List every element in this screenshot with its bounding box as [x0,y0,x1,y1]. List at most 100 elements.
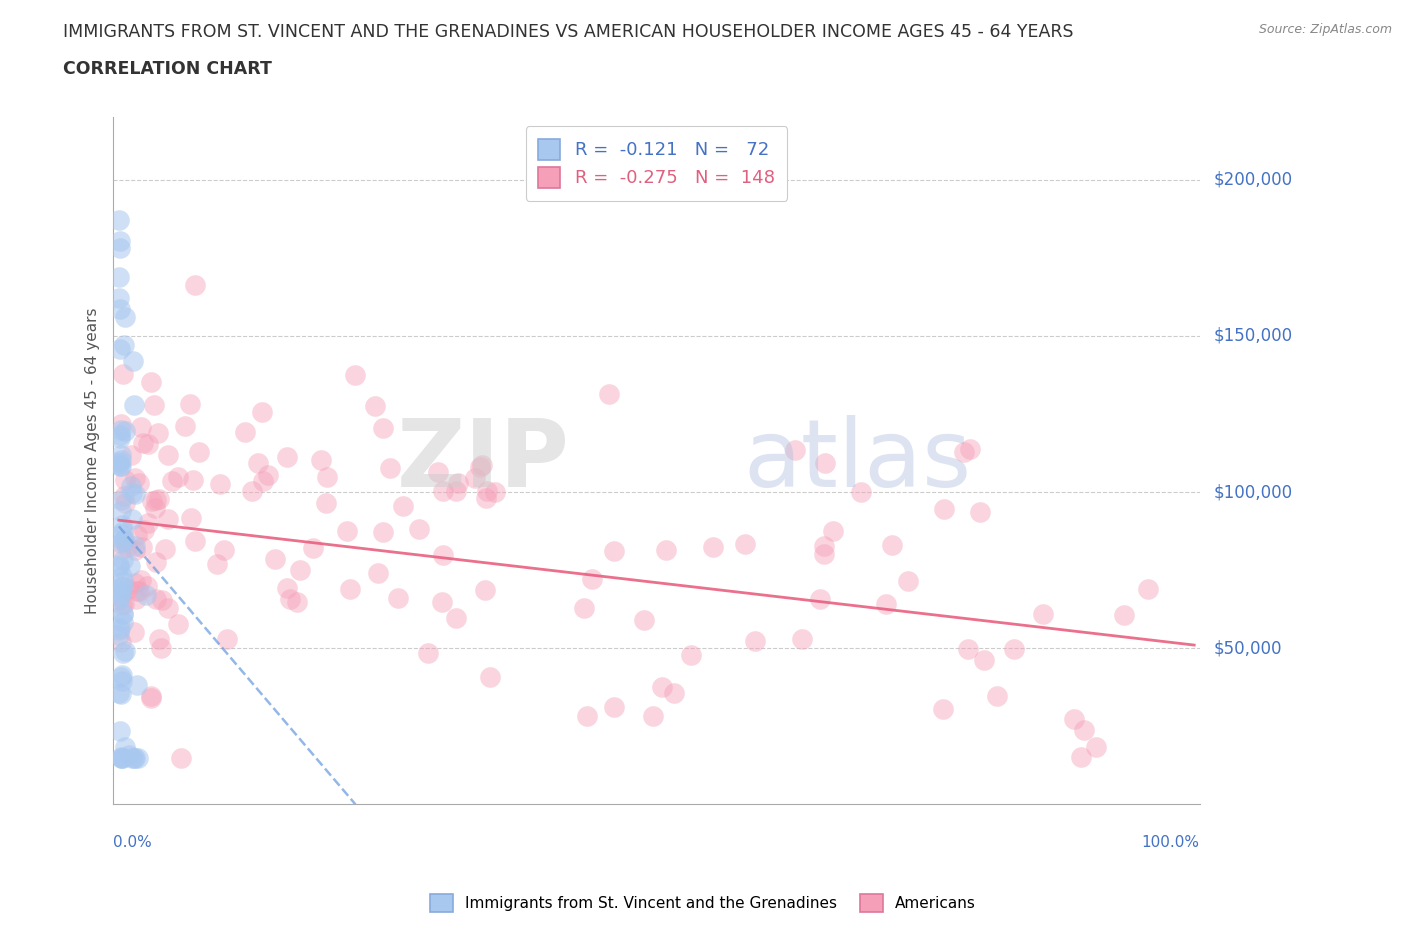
Point [110,240,132,255]
Point [484,485,506,499]
Point [122,398,145,413]
Point [969,504,991,519]
Point [128,476,150,491]
Point [108,457,131,472]
Point [157,512,180,526]
Point [117,582,139,597]
Point [110,458,132,473]
Point [139,375,162,390]
Point [129,573,152,588]
Point [446,610,468,625]
Point [124,591,146,606]
Point [180,511,202,525]
Point [276,580,298,595]
Point [380,460,402,475]
Point [121,751,143,765]
Point [110,417,132,432]
Point [1112,607,1135,622]
Point [115,539,138,554]
Point [112,606,135,621]
Point [474,582,496,597]
Point [110,341,132,356]
Point [110,453,132,468]
Point [641,709,664,724]
Point [108,724,131,738]
Text: ZIP: ZIP [396,415,569,507]
Point [108,560,131,575]
Point [336,524,359,538]
Point [367,565,389,580]
Legend: Immigrants from St. Vincent and the Grenadines, Americans: Immigrants from St. Vincent and the Gren… [423,888,983,918]
Point [170,751,193,765]
Point [112,607,135,622]
Point [432,484,454,498]
Text: 0.0%: 0.0% [114,835,152,850]
Point [470,459,492,474]
Point [179,396,201,411]
Point [471,458,494,472]
Point [598,386,620,401]
Point [344,367,367,382]
Point [112,532,135,547]
Point [581,572,603,587]
Point [120,479,142,494]
Point [108,270,131,285]
Point [108,290,131,305]
Point [138,436,160,451]
Point [112,534,135,549]
Point [114,472,136,487]
Point [108,431,131,445]
Point [110,670,132,684]
Point [603,544,626,559]
Point [205,557,228,572]
Point [187,445,209,459]
Point [734,537,756,551]
Point [156,601,179,616]
Point [785,443,807,458]
Point [315,470,337,485]
Point [108,592,131,607]
Point [145,492,167,507]
Point [651,680,673,695]
Point [464,471,486,485]
Point [108,213,131,228]
Point [127,751,149,765]
Point [150,592,173,607]
Point [108,428,131,443]
Point [288,563,311,578]
Point [120,447,142,462]
Point [110,504,132,519]
Point [184,533,207,548]
Point [112,523,135,538]
Point [233,424,256,439]
Text: $100,000: $100,000 [1213,483,1292,501]
Point [475,484,498,498]
Point [124,576,146,591]
Point [633,613,655,628]
Point [122,353,145,368]
Point [387,591,409,605]
Point [813,547,835,562]
Point [174,418,197,433]
Point [124,471,146,485]
Point [114,643,136,658]
Point [124,538,146,553]
Point [1070,750,1092,764]
Point [124,543,146,558]
Point [110,687,132,702]
Point [572,601,595,616]
Point [111,615,134,630]
Point [602,700,624,715]
Point [145,554,167,569]
Point [127,678,149,693]
Point [166,470,188,485]
Point [371,525,394,540]
Point [110,458,132,473]
Y-axis label: Householder Income Ages 45 - 64 years: Householder Income Ages 45 - 64 years [86,308,100,614]
Point [108,589,131,604]
Point [111,534,134,549]
Point [108,621,131,636]
Point [576,708,599,723]
Point [112,578,135,593]
Point [143,501,166,516]
